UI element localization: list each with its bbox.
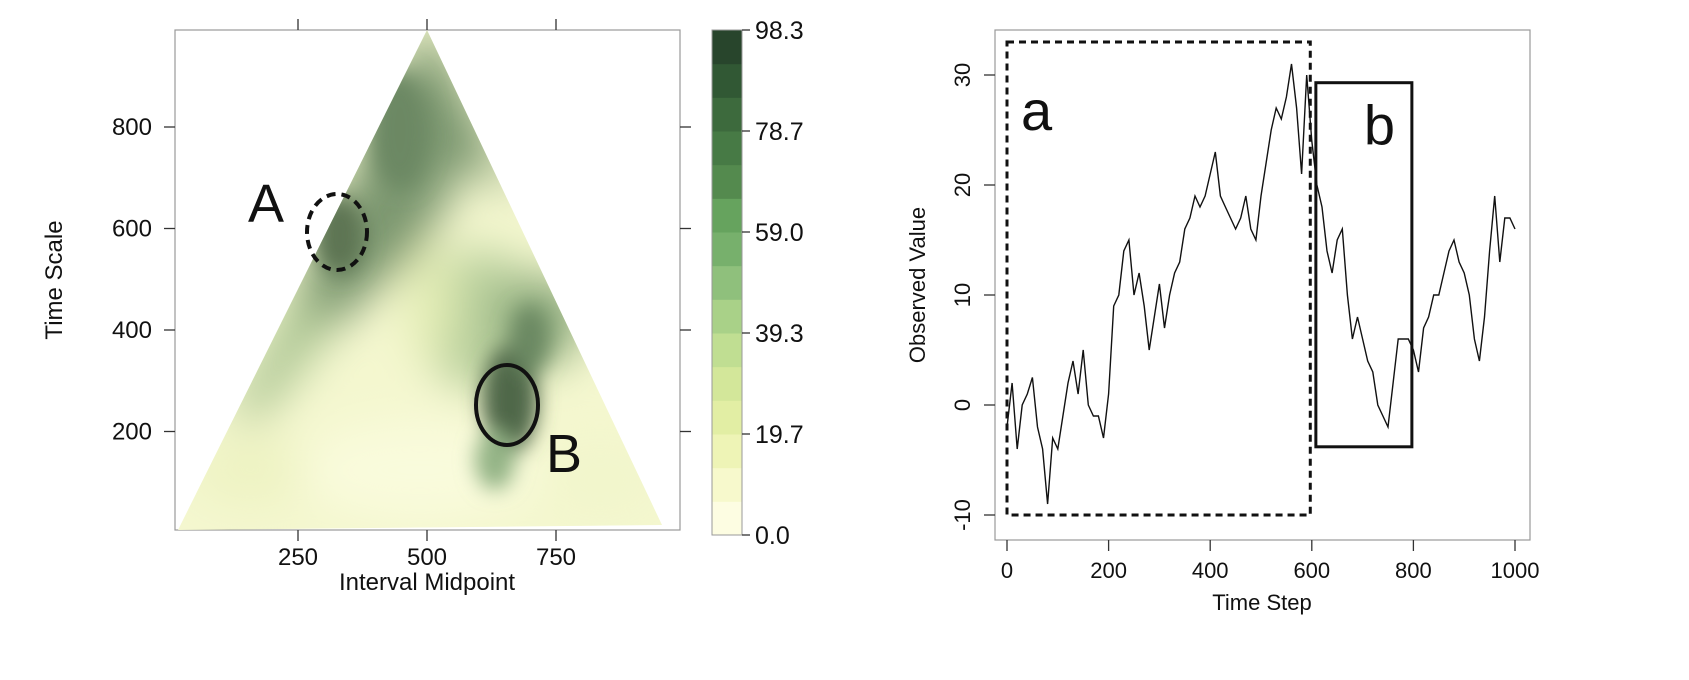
annotation-ellipse-b — [474, 363, 540, 447]
x-axis-label: Interval Midpoint — [339, 569, 515, 596]
colorbar-band — [712, 63, 742, 98]
colorbar-band — [712, 501, 742, 536]
x-tick-label: 250 — [278, 544, 318, 571]
x-tick-label: 600 — [1293, 558, 1330, 583]
x-tick-label: 0 — [1001, 558, 1013, 583]
colorbar-band — [712, 198, 742, 233]
x-tick-label: 500 — [407, 544, 447, 571]
y-tick-label: -10 — [950, 499, 975, 531]
colorbar-tick-label: 39.3 — [755, 320, 804, 348]
line-panel: 0 200 400 600 800 1000 -10 0 10 20 30 a b Time Step… — [905, 29, 1540, 615]
colorbar-tick-label: 19.7 — [755, 421, 804, 449]
colorbar-band — [712, 400, 742, 435]
y-tick-label: 600 — [112, 216, 152, 243]
series-line — [1006, 63, 1516, 505]
annotation-label-a: A — [248, 174, 284, 234]
x-tick-label: 400 — [1192, 558, 1229, 583]
x-tick-label: 200 — [1090, 558, 1127, 583]
x-tick-label: 750 — [536, 544, 576, 571]
colorbar-tick-label: 0.0 — [755, 522, 790, 550]
y-tick-label: 30 — [950, 63, 975, 87]
y-tick-label: 200 — [112, 419, 152, 446]
annotation-label-b: B — [546, 424, 582, 484]
line-plot-box — [994, 29, 1531, 541]
y-tick-label: 400 — [112, 317, 152, 344]
y-tick-label: 0 — [950, 399, 975, 411]
colorbar-band — [712, 30, 742, 65]
region-label-a: a — [1021, 79, 1053, 142]
y-tick-label: 20 — [950, 173, 975, 197]
colorbar-band — [712, 131, 742, 166]
colorbar-band — [712, 299, 742, 334]
x-axis-label: Time Step — [1212, 590, 1311, 615]
heatmap-surface — [178, 30, 662, 530]
region-box-a — [1005, 40, 1312, 517]
y-axis-label: Observed Value — [905, 207, 930, 363]
colorbar-band — [712, 467, 742, 502]
colorbar: 0.0 19.7 39.3 59.0 78.7 98.3 — [711, 17, 804, 550]
colorbar-band — [712, 232, 742, 267]
colorbar-tick-label: 78.7 — [755, 118, 804, 146]
colorbar-band — [712, 366, 742, 401]
y-tick-label: 800 — [112, 114, 152, 141]
colorbar-band — [712, 164, 742, 199]
x-tick-label: 800 — [1395, 558, 1432, 583]
colorbar-frame — [711, 29, 743, 536]
colorbar-band — [712, 333, 742, 368]
annotation-ellipse-a — [305, 192, 369, 272]
y-axis-label: Time Scale — [41, 220, 68, 339]
y-tick-label: 10 — [950, 283, 975, 307]
region-label-b: b — [1364, 94, 1395, 157]
region-box-b — [1314, 81, 1414, 449]
colorbar-tick-label: 98.3 — [755, 17, 804, 45]
colorbar-band — [712, 265, 742, 300]
colorbar-band — [712, 97, 742, 132]
colorbar-tick-label: 59.0 — [755, 219, 804, 247]
x-tick-label: 1000 — [1491, 558, 1540, 583]
colorbar-band — [712, 434, 742, 469]
heatmap-panel: 250 500 750 200 400 600 800 A B Interval Midpo… — [41, 17, 804, 596]
